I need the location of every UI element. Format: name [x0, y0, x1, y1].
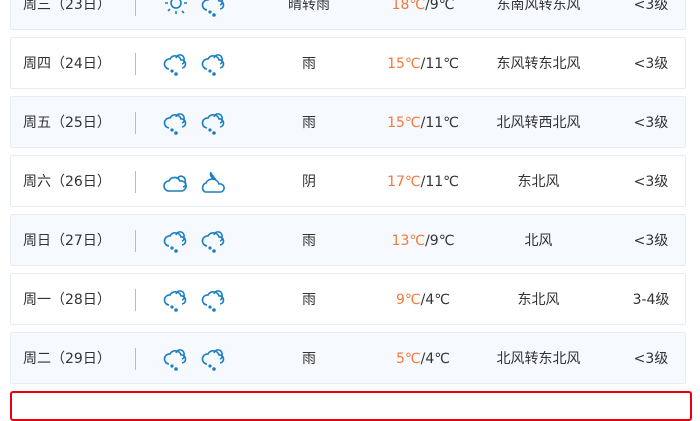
weather-icons [161, 49, 229, 79]
weather-desc: 雨 [302, 292, 316, 308]
temperature: 5℃/4℃ [373, 333, 473, 385]
forecast-row: 周五（25日） 雨 15℃/11℃ 北风转西北风 <3级 [10, 96, 686, 148]
day-date: 周三（23日） [23, 0, 111, 13]
day-date: 周四（24日） [23, 56, 111, 72]
forecast-row: 周一（28日） 雨 9℃/4℃ 东北风 3-4级 [10, 273, 686, 325]
weather-icons [161, 167, 229, 197]
wind-level: <3级 [633, 351, 669, 367]
forecast-row: 周四（24日） 雨 15℃/11℃ 东风转东北风 <3级 [10, 37, 686, 89]
cloudy-icon [161, 167, 191, 197]
low-temp: /11℃ [420, 115, 459, 131]
wind-direction: 东北风 [517, 292, 560, 308]
divider [135, 0, 136, 16]
weather-desc: 雨 [302, 233, 316, 249]
weather-icons [161, 344, 229, 374]
wind-direction: 北风转东北风 [496, 351, 581, 367]
rain-icon [199, 285, 229, 315]
low-temp: /9℃ [425, 233, 455, 249]
weather-desc: 雨 [302, 351, 316, 367]
forecast-row: 周六（26日） 阴 17℃/11℃ 东北风 <3级 [10, 155, 686, 207]
high-temp: 18℃ [391, 0, 426, 13]
weather-icons [161, 226, 229, 256]
weather-icons [161, 108, 229, 138]
high-temp: 13℃ [391, 233, 426, 249]
low-temp: /11℃ [420, 174, 459, 190]
forecast-row: 周二（29日） 雨 5℃/4℃ 北风转东北风 <3级 [10, 332, 686, 384]
weather-desc: 雨 [302, 115, 316, 131]
high-temp: 15℃ [387, 115, 421, 131]
divider [135, 348, 136, 370]
sun-icon [161, 0, 191, 20]
divider [135, 112, 136, 134]
wind-level: <3级 [633, 174, 669, 190]
divider [135, 230, 136, 252]
low-temp: /11℃ [420, 56, 459, 72]
day-date: 周五（25日） [23, 115, 111, 131]
weather-desc: 雨 [302, 56, 316, 72]
weather-desc: 晴转雨 [288, 0, 330, 13]
day-date: 周二（29日） [23, 351, 111, 367]
low-temp: /9℃ [425, 0, 455, 13]
high-temp: 5℃ [396, 351, 421, 367]
wind-level: <3级 [633, 115, 669, 131]
wind-level: <3级 [633, 0, 669, 13]
wind-direction: 北风转西北风 [496, 115, 581, 131]
day-date: 周日（27日） [23, 233, 111, 249]
wind-direction: 东南风转东风 [496, 0, 581, 13]
rain-icon [199, 49, 229, 79]
rain-icon [199, 0, 229, 20]
temperature: 13℃/9℃ [373, 215, 473, 267]
wind-level: <3级 [633, 233, 669, 249]
cloudy-night-icon [199, 167, 229, 197]
day-date: 周六（26日） [23, 174, 111, 190]
wind-direction: 东风转东北风 [496, 56, 581, 72]
rain-icon [161, 285, 191, 315]
divider [135, 171, 136, 193]
low-temp: /4℃ [420, 292, 450, 308]
temperature: 17℃/11℃ [373, 156, 473, 208]
wind-level: 3-4级 [632, 292, 670, 308]
high-temp: 17℃ [387, 174, 421, 190]
divider [135, 53, 136, 75]
forecast-row: 周日（27日） 雨 13℃/9℃ 北风 <3级 [10, 214, 686, 266]
temperature: 15℃/11℃ [373, 38, 473, 90]
temperature: 9℃/4℃ [373, 274, 473, 326]
weather-icons [161, 0, 229, 20]
weather-icons [161, 285, 229, 315]
highlighted-panel [10, 391, 692, 421]
rain-icon [161, 49, 191, 79]
rain-icon [199, 108, 229, 138]
rain-icon [199, 226, 229, 256]
rain-icon [161, 108, 191, 138]
day-date: 周一（28日） [23, 292, 111, 308]
divider [135, 289, 136, 311]
wind-level: <3级 [633, 56, 669, 72]
high-temp: 15℃ [387, 56, 421, 72]
low-temp: /4℃ [420, 351, 450, 367]
high-temp: 9℃ [396, 292, 421, 308]
temperature: 15℃/11℃ [373, 97, 473, 149]
wind-direction: 东北风 [517, 174, 560, 190]
weather-desc: 阴 [302, 174, 316, 190]
wind-direction: 北风 [524, 233, 553, 249]
rain-icon [161, 226, 191, 256]
temperature: 18℃/9℃ [373, 0, 473, 31]
rain-icon [199, 344, 229, 374]
forecast-row: 周三（23日） 晴转雨 18℃/9℃ 东南风转东风 <3级 [10, 0, 686, 30]
rain-icon [161, 344, 191, 374]
